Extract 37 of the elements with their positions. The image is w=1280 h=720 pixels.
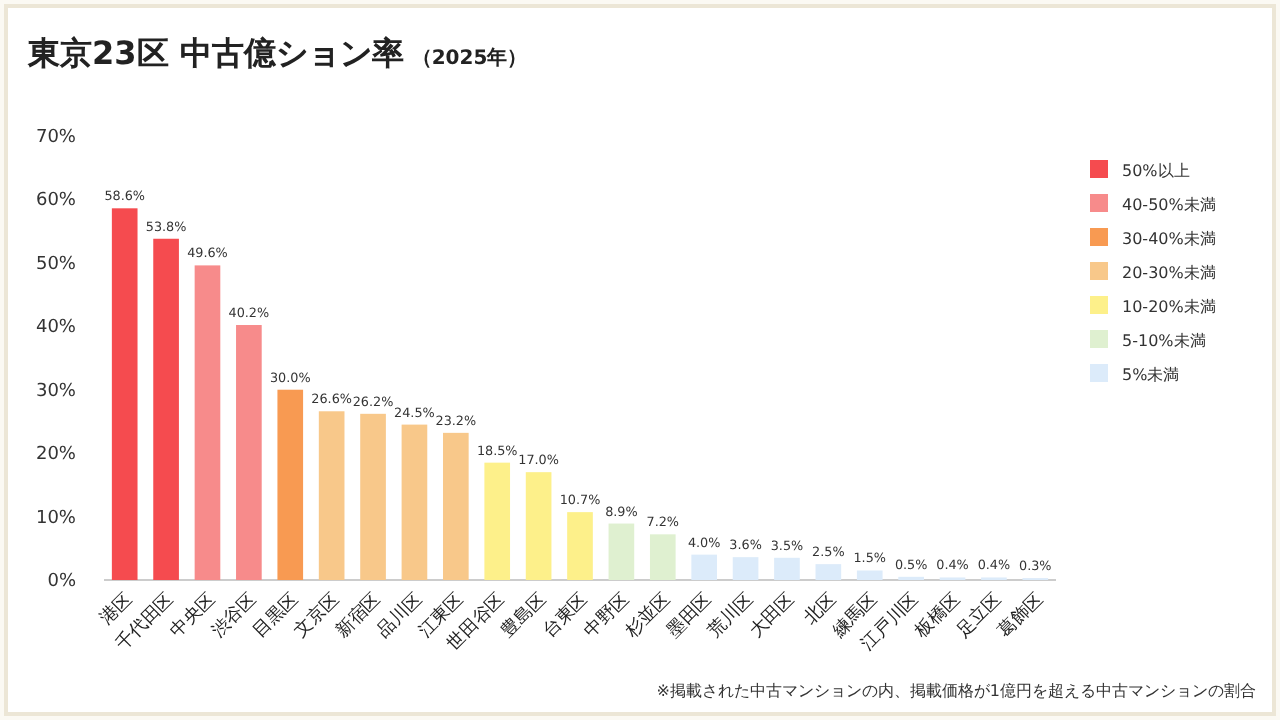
y-tick-label: 0%: [47, 572, 77, 592]
y-tick-label: 30%: [35, 381, 77, 402]
bar: [442, 432, 469, 580]
bar: [856, 570, 883, 580]
y-tick-label: 50%: [35, 254, 77, 275]
bar: [649, 534, 676, 580]
text: ※掲載された中古マンションの内、掲載価格が1億円を超える中古マンションの割合: [656, 682, 1256, 700]
chart-title: 東京23区 中古億ション率: [26, 34, 404, 72]
bar: [318, 411, 345, 580]
legend-label: 40-50%未満: [1122, 196, 1216, 214]
bar: [608, 523, 635, 580]
y-tick-label: 40%: [35, 318, 77, 339]
y-tick-label: 20%: [35, 445, 77, 466]
chart-subtitle: （2025年）: [411, 46, 528, 70]
bar: [774, 557, 800, 580]
y-tick-label: 10%: [35, 508, 77, 529]
bar: [484, 462, 511, 580]
legend-label: 50%以上: [1122, 162, 1190, 180]
bar: [691, 554, 717, 580]
bar: [732, 557, 759, 580]
bar: [277, 389, 304, 580]
legend-label: 10-20%未満: [1122, 298, 1216, 316]
legend-label: 5-10%未満: [1122, 332, 1206, 350]
bar: [360, 413, 386, 580]
bar: [815, 564, 842, 580]
legend-label: 30-40%未満: [1122, 230, 1216, 248]
bar: [401, 424, 428, 580]
bar: [194, 265, 221, 580]
legend-label: 5%未満: [1122, 366, 1180, 384]
bar: [567, 512, 593, 580]
bar: [525, 472, 552, 580]
legend-label: 20-30%未満: [1122, 264, 1216, 282]
y-tick-label: 60%: [35, 191, 77, 212]
bar: [111, 208, 138, 580]
y-tick-label: 70%: [35, 128, 77, 148]
bar: [236, 325, 262, 580]
bar: [153, 238, 179, 580]
